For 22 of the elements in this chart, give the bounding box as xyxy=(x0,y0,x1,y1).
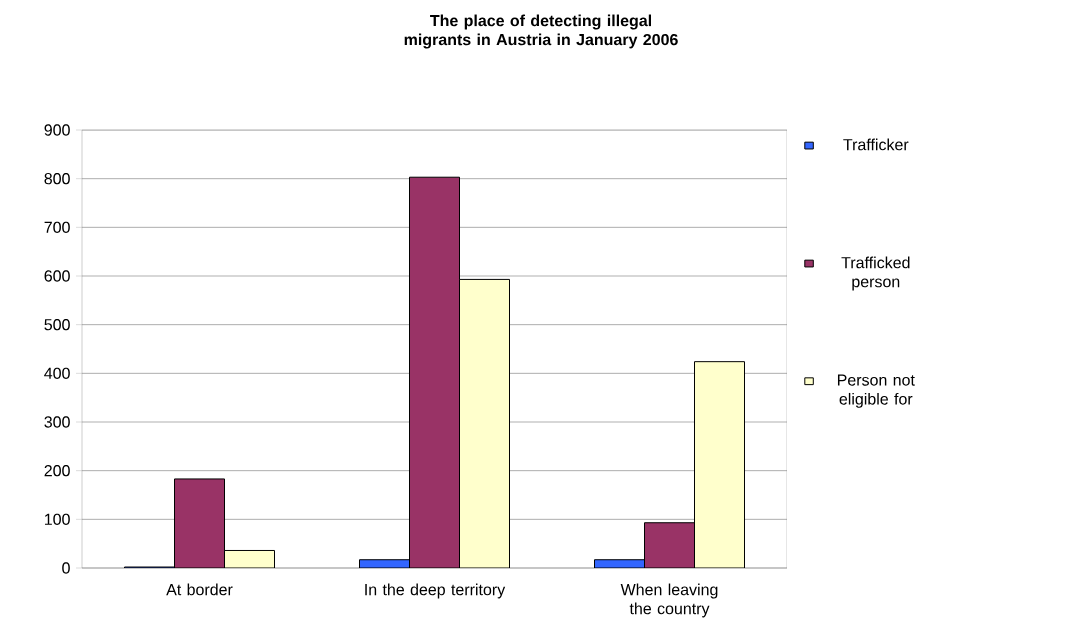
bar xyxy=(694,361,746,568)
legend-label: Trafficked person xyxy=(841,256,910,291)
bar xyxy=(644,522,696,568)
x-tick-label: At border xyxy=(166,583,233,596)
y-tick-label: 600 xyxy=(44,270,70,282)
x-tick-label: In the deep territory xyxy=(365,583,506,599)
y-tick-label: 200 xyxy=(44,465,70,477)
y-tick-label: 300 xyxy=(44,416,70,428)
y-tick-label: 0 xyxy=(62,562,70,574)
y-tick-label: 700 xyxy=(44,221,70,233)
bar xyxy=(409,176,460,568)
y-tick-label: 900 xyxy=(44,124,70,136)
x-tick-label: When leaving the country xyxy=(620,583,718,618)
legend-label: Trafficker xyxy=(843,138,909,151)
y-tick-label: 800 xyxy=(44,173,70,185)
bar xyxy=(459,278,511,568)
y-tick-label: 500 xyxy=(44,319,70,331)
bar xyxy=(174,478,225,568)
legend-label: Person not eligible for xyxy=(837,374,915,408)
y-tick-label: 100 xyxy=(44,513,70,525)
chart-title: The place of detecting illegal migrants in Austria in January 2006 xyxy=(404,14,678,49)
y-tick-label: 400 xyxy=(44,367,70,379)
